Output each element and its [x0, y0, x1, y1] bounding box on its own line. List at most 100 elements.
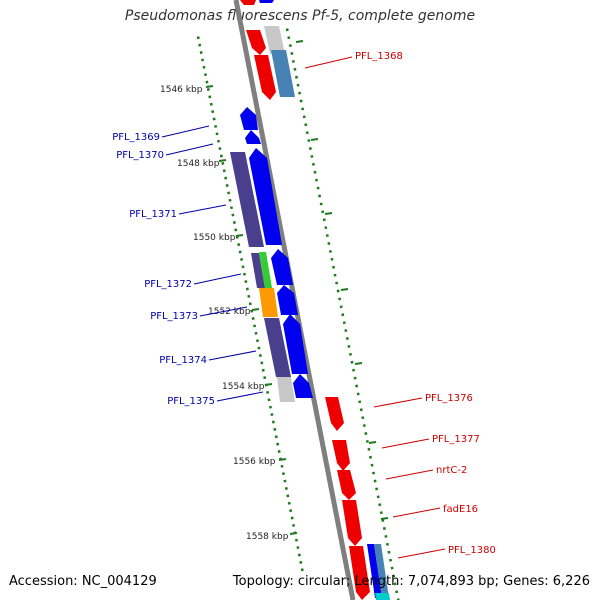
kbp-label-1552: 1552 kbp [208, 307, 251, 317]
minor-tick [199, 51, 203, 55]
minor-tick [241, 265, 245, 269]
feature-purple-3 [264, 318, 291, 377]
gene-top-red-0[interactable] [240, 0, 256, 5]
label-pfl-1369[interactable]: PFL_1369 [112, 132, 160, 143]
minor-tick [289, 509, 293, 513]
minor-tick [365, 439, 369, 443]
minor-tick [384, 534, 388, 538]
minor-tick [274, 435, 278, 439]
minor-tick [378, 503, 382, 507]
reverse-genes [240, 0, 370, 600]
map-title: Pseudomonas fluorescens Pf-5, complete g… [124, 8, 476, 24]
label-nrtc-2[interactable]: nrtC-2 [436, 465, 467, 476]
minor-tick [332, 265, 335, 269]
feature-blue-top [259, 0, 274, 3]
kbp-label-1546: 1546 kbp [160, 85, 203, 95]
left-features [230, 152, 295, 402]
gene-arrow-pfl-1372[interactable] [271, 249, 293, 285]
gene-arrow-pfl-1376[interactable] [325, 397, 344, 431]
minor-tick [291, 59, 295, 63]
minor-tick [281, 472, 285, 476]
minor-tick [393, 582, 397, 586]
label-pfl-1377[interactable]: PFL_1377 [432, 434, 480, 445]
minor-tick [341, 313, 345, 317]
gene-arrow-nrtc-2[interactable] [337, 470, 356, 500]
minor-tick [228, 198, 232, 202]
label-fade16[interactable]: fadE16 [443, 504, 478, 515]
minor-tick [370, 463, 374, 467]
minor-tick [286, 494, 290, 498]
label-pfl-1375[interactable]: PFL_1375 [167, 396, 215, 407]
gene-arrow-pfl-1370[interactable] [245, 130, 261, 144]
minor-tick [209, 102, 213, 106]
minor-tick [212, 117, 216, 121]
minor-tick [203, 73, 207, 77]
label-pfl-1370[interactable]: PFL_1370 [116, 150, 164, 161]
gene-arrow-pfl-1377[interactable] [332, 440, 350, 471]
minor-tick [336, 289, 340, 293]
minor-tick [273, 427, 277, 431]
minor-tick [324, 226, 328, 230]
gene-arrow-pfl-1380[interactable] [349, 546, 370, 600]
minor-tick [296, 83, 300, 87]
gene-top-red-1[interactable] [246, 30, 266, 55]
minor-tick [287, 501, 291, 505]
minor-tick [202, 65, 206, 69]
minor-tick [325, 234, 329, 238]
minor-tick [319, 202, 323, 206]
gene-arrow-pfl-1375[interactable] [293, 374, 313, 398]
minor-tick [308, 147, 312, 150]
minor-tick [254, 331, 258, 335]
minor-tick [344, 329, 348, 333]
label-pfl-1372[interactable]: PFL_1372 [144, 279, 192, 290]
gene-arrow-pfl-1368[interactable] [254, 55, 276, 100]
feature-steelblue-bottom [374, 544, 389, 598]
forward-genes [240, 107, 313, 398]
minor-tick [382, 527, 386, 530]
gene-arrow-pfl-1373[interactable] [277, 285, 298, 315]
minor-tick [352, 368, 356, 372]
gene-arrow-pfl-1371[interactable] [249, 148, 282, 245]
minor-tick [321, 210, 325, 214]
minor-tick [234, 228, 238, 232]
gene-arrow-fade16[interactable] [342, 500, 362, 546]
minor-tick [373, 479, 377, 483]
gene-arrow-pfl-1374[interactable] [283, 314, 308, 374]
label-pfl-1368[interactable]: PFL_1368 [355, 51, 403, 62]
minor-tick [224, 176, 228, 180]
minor-tick [231, 213, 235, 217]
minor-tick [292, 523, 296, 527]
label-pfl-1380[interactable]: PFL_1380 [448, 545, 496, 556]
minor-tick [338, 297, 342, 301]
label-pfl-1371[interactable]: PFL_1371 [129, 209, 177, 220]
minor-tick [268, 405, 272, 409]
feature-purple-1 [230, 152, 264, 247]
minor-tick [251, 317, 255, 321]
accession-text: Accession: NC_004129 [9, 574, 157, 589]
minor-tick [293, 67, 297, 71]
tick-rails [196, 28, 400, 600]
minor-tick [240, 257, 244, 261]
minor-tick [242, 272, 246, 276]
label-pfl-1374[interactable]: PFL_1374 [159, 355, 207, 366]
minor-tick [358, 400, 362, 404]
feature-purple-2 [251, 253, 265, 288]
minor-tick [283, 479, 287, 483]
minor-tick [342, 321, 346, 325]
minor-tick [313, 170, 317, 174]
minor-tick [316, 186, 320, 190]
minor-tick [359, 408, 363, 412]
minor-tick [196, 36, 200, 40]
minor-tick [348, 352, 352, 356]
minor-tick [328, 249, 332, 253]
feature-cyan-bottom [375, 593, 390, 600]
label-pfl-1373[interactable]: PFL_1373 [150, 311, 198, 322]
minor-tick [255, 339, 259, 343]
gene-arrow-pfl-1369[interactable] [240, 107, 258, 130]
minor-tick [372, 471, 376, 475]
label-pfl-1376[interactable]: PFL_1376 [425, 393, 473, 404]
minor-tick [214, 124, 218, 128]
minor-tick [260, 361, 264, 365]
right-gene-labels: PFL_1368 PFL_1376 PFL_1377 nrtC-2 fadE16… [304, 51, 496, 559]
